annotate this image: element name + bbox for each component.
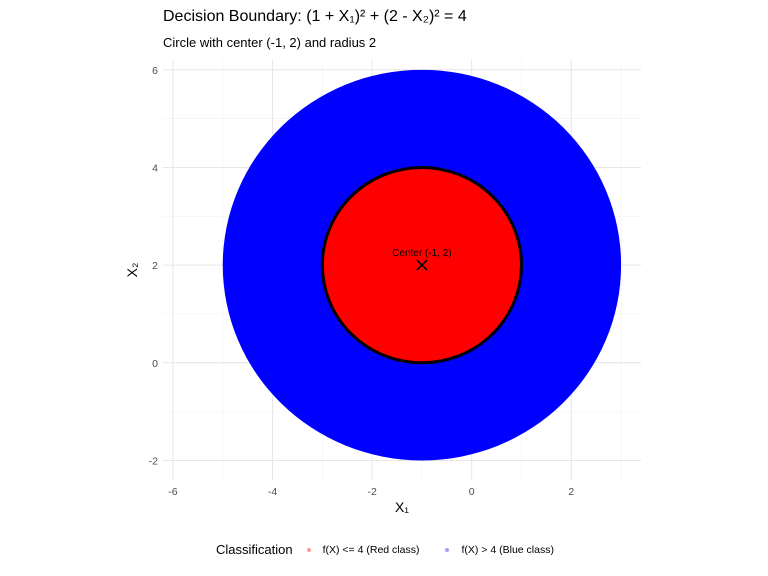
legend-title: Classification [216, 542, 293, 557]
legend-label-blue: f(X) > 4 (Blue class) [461, 543, 554, 556]
y-tick-label: 6 [152, 65, 158, 77]
x-tick-label: -6 [168, 486, 177, 498]
x-axis-title: X₁ [395, 499, 409, 515]
decision-boundary-circle [320, 165, 523, 365]
y-tick-label: 2 [152, 260, 158, 272]
legend-key-blue [445, 547, 450, 552]
y-tick-label: 4 [152, 162, 158, 174]
x-tick-label: -2 [367, 486, 376, 498]
legend-label-red: f(X) <= 4 (Red class) [322, 543, 420, 556]
legend: Classification f(X) <= 4 (Red class) f(X… [0, 542, 768, 562]
x-tick-label: 2 [568, 486, 574, 498]
legend-key-red [306, 547, 311, 552]
y-axis-title: X₂ [124, 263, 140, 278]
center-marker-stroke-2 [416, 259, 428, 271]
chart-subtitle: Circle with center (-1, 2) and radius 2 [163, 35, 377, 50]
chart-title: Decision Boundary: (1 + X₁)² + (2 - X₂)²… [163, 8, 467, 25]
x-tick-label: 0 [469, 486, 475, 498]
center-label: Center (-1, 2) [392, 248, 451, 259]
y-tick-label: -2 [149, 455, 158, 467]
x-tick-label: -4 [268, 486, 277, 498]
y-tick-label: 0 [152, 358, 158, 370]
